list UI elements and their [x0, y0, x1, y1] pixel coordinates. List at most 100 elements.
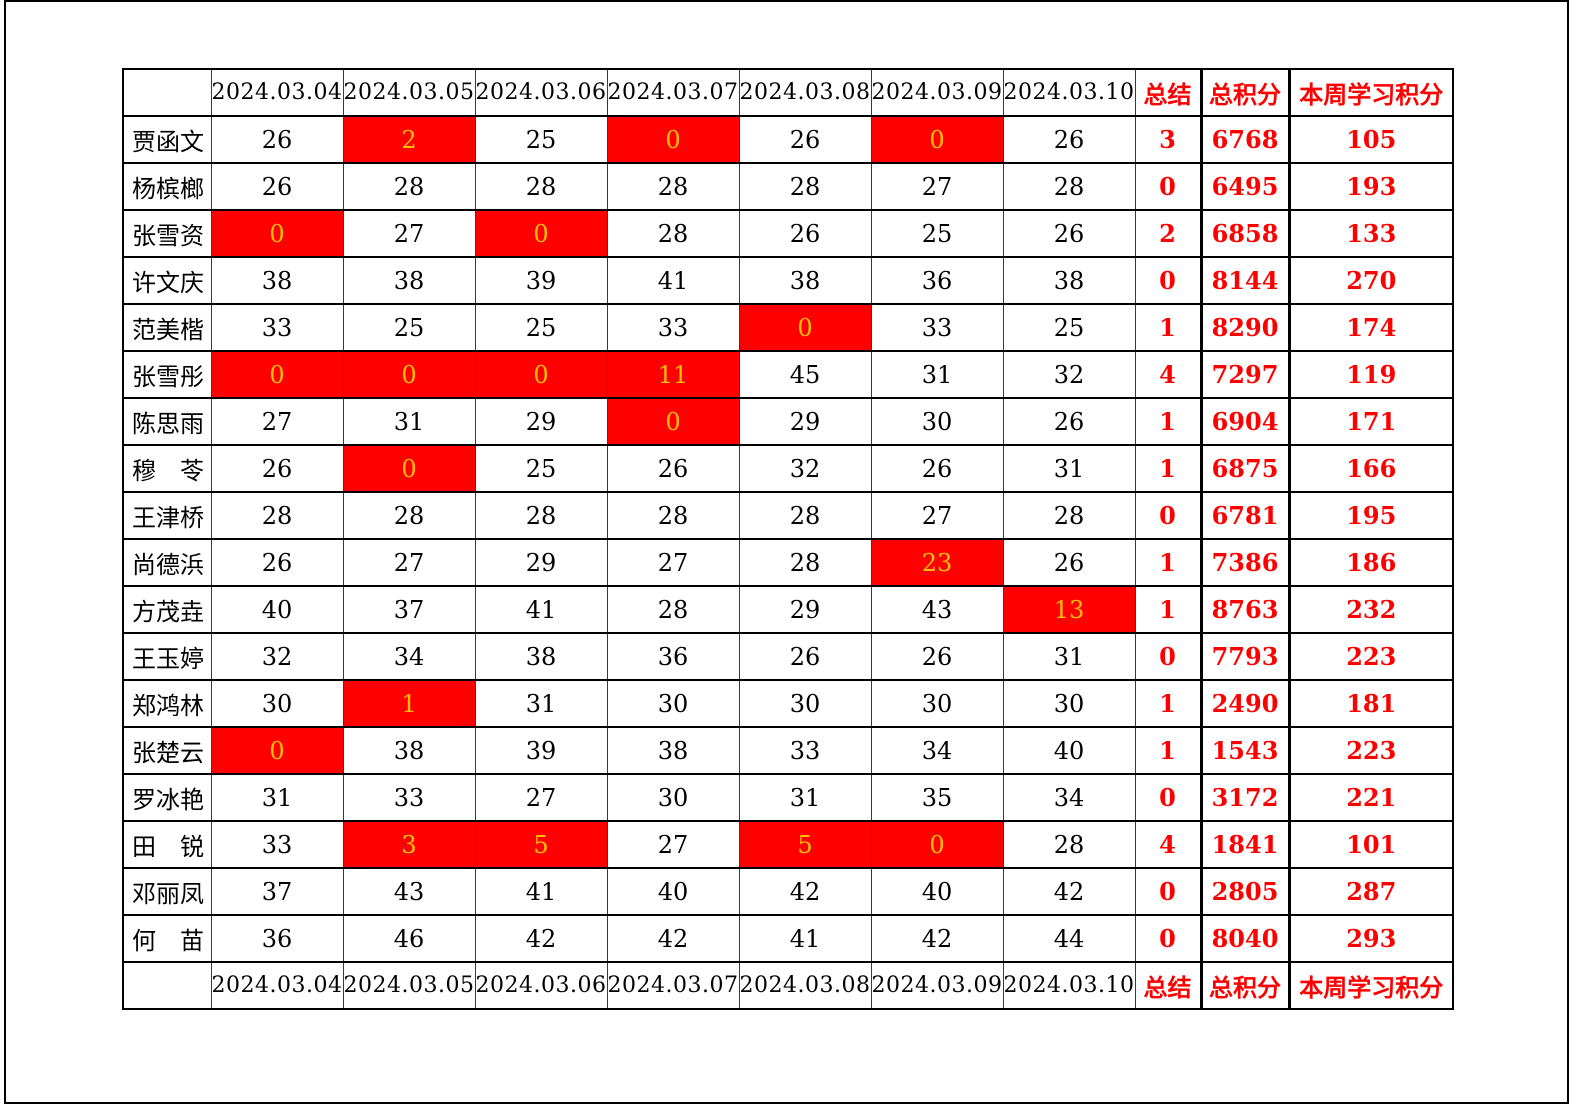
week-study-points-column-header: 本周学习积分 [1288, 961, 1454, 1010]
table-row: 张雪彤 0 0 0 11 45 31 32 4 7297 119 [122, 350, 1454, 399]
total-points-cell: 3172 [1199, 773, 1291, 822]
day-score-cell-highlighted: 0 [342, 444, 476, 493]
day-score-cell: 31 [474, 679, 608, 728]
date-column-header: 2024.03.08 [738, 961, 872, 1010]
day-score-cell: 42 [870, 914, 1004, 963]
day-score-cell: 45 [738, 350, 872, 399]
week-study-points-cell: 133 [1288, 209, 1454, 258]
student-name-cell: 穆 苓 [122, 444, 212, 493]
corner-cell [122, 68, 212, 117]
total-points-cell: 6495 [1199, 162, 1291, 211]
week-study-points-cell: 195 [1288, 491, 1454, 540]
day-score-cell-highlighted: 0 [210, 209, 344, 258]
table-row: 王玉婷 32 34 38 36 26 26 31 0 7793 223 [122, 632, 1454, 681]
date-column-header: 2024.03.10 [1002, 68, 1136, 117]
student-name-cell: 张雪资 [122, 209, 212, 258]
date-column-header: 2024.03.07 [606, 961, 740, 1010]
student-name-cell: 田 锐 [122, 820, 212, 869]
date-column-header: 2024.03.09 [870, 68, 1004, 117]
student-name-cell: 王玉婷 [122, 632, 212, 681]
day-score-cell-highlighted: 3 [342, 820, 476, 869]
day-score-cell: 34 [1002, 773, 1136, 822]
student-name-cell: 罗冰艳 [122, 773, 212, 822]
day-score-cell: 32 [210, 632, 344, 681]
day-score-cell: 28 [474, 162, 608, 211]
day-score-cell: 27 [210, 397, 344, 446]
day-score-cell-highlighted: 2 [342, 115, 476, 164]
day-score-cell: 28 [606, 162, 740, 211]
day-score-cell: 28 [342, 162, 476, 211]
day-score-cell: 33 [870, 303, 1004, 352]
total-points-cell: 7386 [1199, 538, 1291, 587]
week-study-points-cell: 193 [1288, 162, 1454, 211]
summary-cell: 0 [1134, 914, 1202, 963]
day-score-cell: 31 [1002, 444, 1136, 493]
day-score-cell: 25 [342, 303, 476, 352]
day-score-cell: 41 [606, 256, 740, 305]
day-score-cell: 38 [474, 632, 608, 681]
day-score-cell: 38 [210, 256, 344, 305]
day-score-cell: 26 [738, 209, 872, 258]
day-score-cell: 30 [738, 679, 872, 728]
week-study-points-cell: 223 [1288, 632, 1454, 681]
student-name-cell: 郑鸿林 [122, 679, 212, 728]
day-score-cell: 28 [738, 162, 872, 211]
date-column-header: 2024.03.07 [606, 68, 740, 117]
day-score-cell: 38 [606, 726, 740, 775]
table-row: 尚德浜 26 27 29 27 28 23 26 1 7386 186 [122, 538, 1454, 587]
week-study-points-cell: 270 [1288, 256, 1454, 305]
corner-cell [122, 961, 212, 1010]
summary-cell: 0 [1134, 867, 1202, 916]
total-points-cell: 6858 [1199, 209, 1291, 258]
student-name-cell: 贾函文 [122, 115, 212, 164]
day-score-cell: 31 [870, 350, 1004, 399]
day-score-cell-highlighted: 13 [1002, 585, 1136, 634]
day-score-cell: 27 [870, 491, 1004, 540]
table-row: 田 锐 33 3 5 27 5 0 28 4 1841 101 [122, 820, 1454, 869]
date-column-header: 2024.03.06 [474, 68, 608, 117]
summary-cell: 1 [1134, 585, 1202, 634]
day-score-cell: 26 [210, 162, 344, 211]
day-score-cell-highlighted: 1 [342, 679, 476, 728]
day-score-cell: 29 [474, 397, 608, 446]
day-score-cell: 41 [738, 914, 872, 963]
day-score-cell-highlighted: 5 [474, 820, 608, 869]
day-score-cell: 29 [738, 397, 872, 446]
day-score-cell: 28 [342, 491, 476, 540]
summary-cell: 2 [1134, 209, 1202, 258]
date-column-header: 2024.03.06 [474, 961, 608, 1010]
day-score-cell: 30 [870, 397, 1004, 446]
day-score-cell: 31 [342, 397, 476, 446]
student-name-cell: 尚德浜 [122, 538, 212, 587]
table-row: 张楚云 0 38 39 38 33 34 40 1 1543 223 [122, 726, 1454, 775]
day-score-cell: 30 [606, 679, 740, 728]
total-points-cell: 1841 [1199, 820, 1291, 869]
day-score-cell: 42 [1002, 867, 1136, 916]
day-score-cell: 30 [210, 679, 344, 728]
day-score-cell: 37 [342, 585, 476, 634]
student-name-cell: 何 苗 [122, 914, 212, 963]
summary-cell: 0 [1134, 632, 1202, 681]
day-score-cell: 33 [210, 303, 344, 352]
day-score-cell: 28 [1002, 162, 1136, 211]
table-row: 王津桥 28 28 28 28 28 27 28 0 6781 195 [122, 491, 1454, 540]
total-points-cell: 8144 [1199, 256, 1291, 305]
day-score-cell: 38 [342, 726, 476, 775]
day-score-cell: 33 [606, 303, 740, 352]
summary-cell: 1 [1134, 726, 1202, 775]
day-score-cell: 26 [210, 538, 344, 587]
table-row: 何 苗 36 46 42 42 41 42 44 0 8040 293 [122, 914, 1454, 963]
day-score-cell: 27 [342, 538, 476, 587]
table-row: 穆 苓 26 0 25 26 32 26 31 1 6875 166 [122, 444, 1454, 493]
day-score-cell: 36 [210, 914, 344, 963]
student-name-cell: 范美楷 [122, 303, 212, 352]
day-score-cell: 29 [738, 585, 872, 634]
table-row: 方茂垚 40 37 41 28 29 43 13 1 8763 232 [122, 585, 1454, 634]
score-table: 2024.03.04 2024.03.05 2024.03.06 2024.03.07… [122, 68, 1454, 1010]
day-score-cell: 44 [1002, 914, 1136, 963]
day-score-cell-highlighted: 0 [738, 303, 872, 352]
student-name-cell: 王津桥 [122, 491, 212, 540]
student-name-cell: 方茂垚 [122, 585, 212, 634]
day-score-cell: 43 [870, 585, 1004, 634]
week-study-points-cell: 181 [1288, 679, 1454, 728]
